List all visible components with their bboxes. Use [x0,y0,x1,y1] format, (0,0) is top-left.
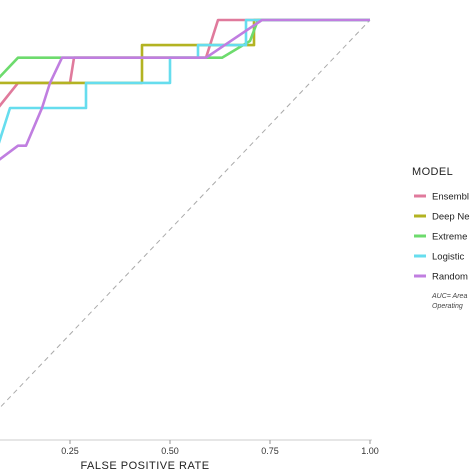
x-axis-ticks: 0.25 0.50 0.75 1.00 [61,440,379,456]
legend-label: Random [432,272,468,283]
annotation-line-2: Operating [432,303,463,310]
roc-line-series-5 [0,18,370,161]
roc-line-series-2 [0,18,370,85]
x-tick-label: 0.50 [161,446,179,456]
x-axis-label: FALSE POSITIVE RATE [80,460,209,472]
chance-diagonal-line [0,19,371,409]
x-tick-label: 0.75 [261,446,279,456]
roc-line-series-4 [0,18,370,144]
roc-line-series-1 [0,18,370,108]
legend-label: Deep Ne [432,212,470,223]
plot-area [0,18,372,441]
x-tick-label: 0.25 [61,446,79,456]
legend-title: MODEL [412,166,453,178]
legend-label: Logistic [432,252,464,263]
annotation-line-1: AUC= Area [431,293,467,300]
legend: MODEL Ensembl Deep Ne Extreme Logistic Rando… [412,166,470,310]
legend-label: Ensembl [432,192,469,203]
x-tick-label: 1.00 [361,446,379,456]
legend-label: Extreme [432,232,467,243]
